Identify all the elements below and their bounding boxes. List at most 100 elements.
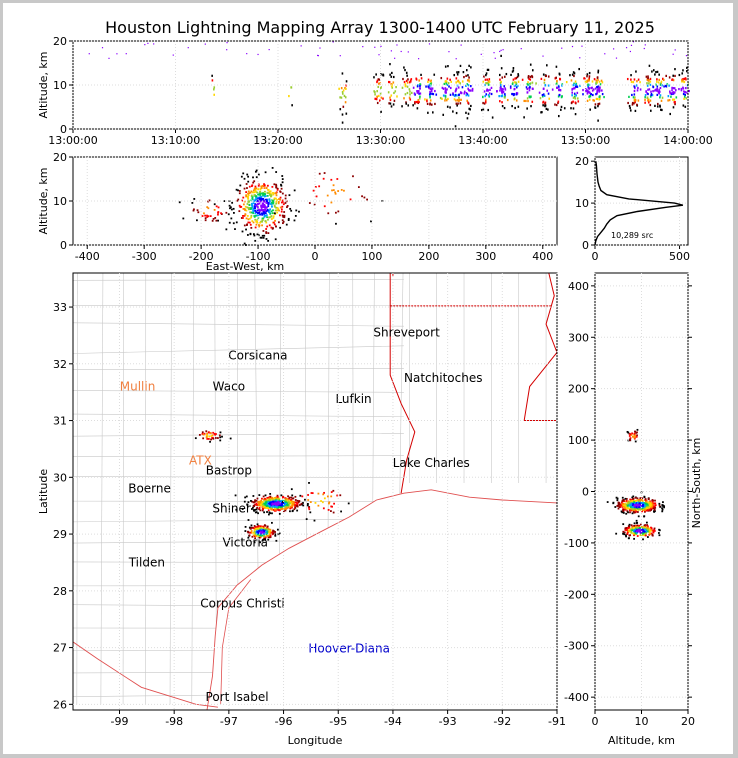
- source-point: [275, 192, 278, 195]
- source-point: [294, 501, 297, 504]
- source-point: [257, 532, 260, 535]
- source-point: [284, 498, 287, 501]
- source-point: [375, 73, 377, 76]
- source-point: [594, 87, 597, 90]
- source-point: [285, 508, 287, 510]
- source-point: [670, 95, 672, 98]
- source-point: [637, 505, 639, 508]
- source-point: [486, 68, 489, 71]
- source-point: [268, 198, 271, 201]
- source-point: [276, 211, 279, 214]
- source-point: [644, 510, 646, 513]
- source-point: [250, 524, 253, 527]
- source-point: [488, 78, 491, 81]
- source-point: [408, 96, 411, 99]
- source-point: [651, 70, 653, 73]
- source-point: [653, 508, 656, 511]
- source-point: [410, 91, 413, 94]
- source-point: [647, 528, 650, 531]
- source-point: [404, 93, 407, 96]
- source-point: [586, 75, 588, 78]
- source-point: [450, 80, 453, 83]
- source-point: [277, 200, 280, 203]
- source-point: [313, 519, 316, 522]
- source-point: [257, 173, 260, 176]
- y-axis-label: Altitude, km: [37, 167, 50, 234]
- y-tick-label: -100: [564, 537, 589, 550]
- source-point: [468, 76, 470, 79]
- source-point: [388, 102, 390, 105]
- source-point: [663, 85, 665, 88]
- source-point: [683, 90, 685, 93]
- source-point: [627, 501, 630, 504]
- source-point: [500, 94, 503, 98]
- source-point: [635, 506, 638, 509]
- x-tick-label: 13:50:00: [561, 134, 610, 147]
- source-point: [542, 87, 545, 90]
- source-point: [453, 73, 456, 77]
- source-point: [671, 86, 673, 89]
- source-point: [565, 80, 568, 84]
- county-line: [73, 322, 404, 327]
- source-point: [263, 234, 266, 237]
- source-point: [575, 94, 578, 97]
- source-point: [296, 509, 299, 512]
- source-point: [634, 440, 637, 443]
- source-point: [263, 535, 266, 538]
- source-point: [214, 217, 217, 219]
- source-point: [669, 92, 672, 95]
- source-point: [588, 77, 590, 80]
- source-point: [249, 527, 252, 530]
- source-point: [248, 526, 251, 529]
- source-point: [288, 502, 290, 505]
- source-point: [631, 496, 634, 499]
- source-point: [244, 213, 247, 216]
- source-point: [661, 508, 664, 511]
- source-point: [683, 97, 685, 100]
- source-point: [653, 528, 656, 531]
- source-point: [628, 526, 631, 529]
- y-tick-label: 10: [575, 197, 589, 210]
- source-point: [366, 198, 368, 201]
- source-point: [588, 87, 590, 90]
- source-point: [247, 501, 250, 504]
- source-point: [210, 438, 212, 441]
- source-point: [258, 536, 261, 539]
- source-point: [629, 438, 631, 441]
- source-point: [514, 77, 516, 80]
- source-point: [629, 109, 632, 112]
- source-point: [289, 500, 292, 503]
- source-point: [627, 431, 630, 434]
- source-point: [291, 505, 294, 508]
- y-tick-label: -400: [564, 691, 589, 704]
- source-point: [261, 497, 263, 500]
- source-point: [621, 503, 624, 506]
- source-point: [624, 527, 627, 530]
- source-point: [640, 525, 643, 528]
- source-point: [341, 72, 344, 75]
- source-point: [342, 105, 345, 108]
- source-point: [215, 205, 218, 208]
- source-point: [428, 93, 431, 96]
- source-point: [267, 232, 270, 235]
- source-point: [482, 95, 484, 99]
- source-point: [452, 93, 454, 96]
- source-point: [248, 185, 251, 188]
- source-point: [265, 202, 268, 204]
- gulf-of-mexico: [206, 489, 557, 710]
- source-point: [258, 191, 261, 194]
- source-point: [238, 192, 241, 195]
- source-point: [650, 502, 653, 505]
- source-point: [268, 504, 271, 507]
- source-point: [558, 89, 560, 92]
- source-point: [263, 524, 266, 527]
- source-point: [308, 482, 310, 484]
- source-point: [499, 50, 501, 53]
- source-point: [541, 111, 543, 114]
- source-point: [529, 86, 531, 89]
- source-point: [260, 197, 262, 200]
- source-point: [266, 511, 268, 513]
- source-point: [627, 500, 630, 503]
- source-point: [570, 101, 573, 105]
- source-point: [650, 505, 653, 508]
